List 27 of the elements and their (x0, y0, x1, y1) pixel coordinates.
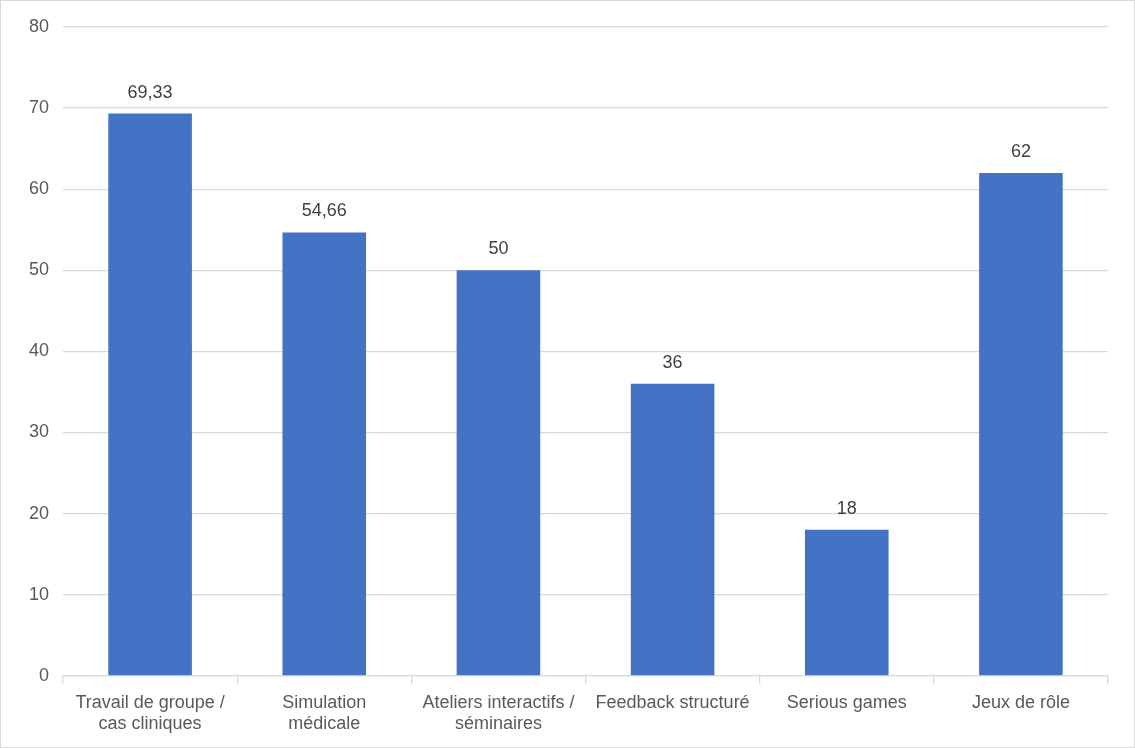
x-tick-label: Simulation médicale (282, 691, 367, 734)
y-tick-label: 70 (28, 97, 50, 118)
bar (108, 113, 192, 676)
x-tick-label: Feedback structuré (595, 691, 750, 712)
x-tick-label: Jeux de rôle (971, 691, 1070, 712)
bar (282, 232, 367, 676)
data-label: 62 (1010, 140, 1031, 161)
bar (804, 529, 889, 676)
bar (456, 270, 541, 676)
data-label: 69,33 (127, 81, 173, 102)
x-tick-label: Ateliers interactifs / séminaires (422, 691, 575, 734)
bar (979, 172, 1063, 676)
y-tick-label: 30 (28, 421, 50, 442)
y-tick-label: 50 (28, 259, 50, 280)
y-tick-label: 80 (28, 15, 50, 36)
bar (630, 383, 715, 676)
y-tick-label: 0 (39, 664, 50, 685)
x-tick-label: Serious games (786, 691, 907, 712)
data-label: 36 (662, 351, 683, 372)
data-label: 50 (488, 238, 509, 259)
y-tick-label: 60 (28, 178, 50, 199)
x-tick-label: Travail de groupe / cas cliniques (75, 691, 225, 734)
y-tick-label: 20 (28, 502, 50, 523)
y-tick-label: 10 (28, 583, 50, 604)
y-tick-label: 40 (28, 340, 50, 361)
data-label: 18 (836, 497, 857, 518)
data-label: 54,66 (301, 200, 347, 221)
